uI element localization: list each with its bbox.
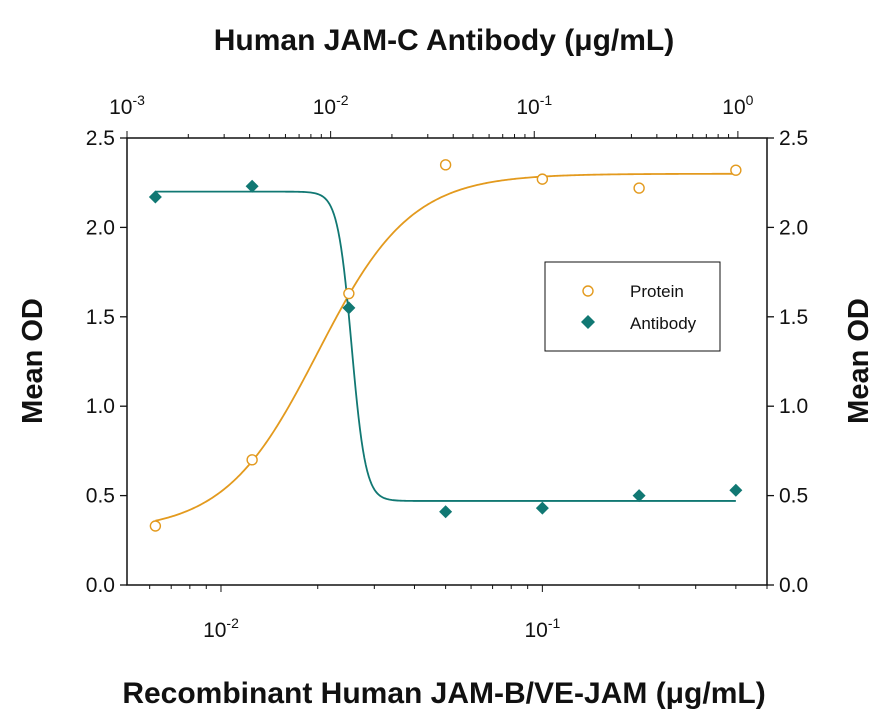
right-y-tick-label: 2.0 — [779, 216, 808, 239]
plot-frame — [126, 137, 768, 586]
right-y-tick-label: 0.5 — [779, 485, 808, 508]
left-y-tick-label: 1.5 — [86, 306, 115, 329]
left-y-tick-label: 1.0 — [86, 395, 115, 418]
right-y-tick-label: 1.0 — [779, 395, 808, 418]
antibody-data-point — [245, 179, 259, 193]
antibody-data-point — [535, 501, 549, 515]
protein-data-point — [633, 182, 645, 194]
right-y-axis-title: Mean OD — [843, 298, 875, 424]
bottom-x-tick-label: 10-1 — [524, 615, 560, 642]
left-y-axis-title: Mean OD — [17, 298, 49, 424]
legend: Protein Antibody — [544, 261, 721, 352]
protein-data-point — [246, 454, 258, 466]
legend-antibody-marker — [581, 315, 595, 329]
legend-protein-marker — [582, 285, 594, 297]
top-x-tick-label: 10-3 — [109, 92, 145, 119]
protein-data-point — [439, 159, 452, 171]
antibody-data-point — [632, 489, 646, 503]
protein-data-point — [343, 287, 355, 300]
protein-data-point — [730, 164, 742, 176]
top-x-tick-label: 10-1 — [516, 92, 552, 119]
legend-protein-label: Protein — [630, 282, 684, 301]
legend-antibody-label: Antibody — [630, 314, 697, 333]
protein-data-point — [536, 173, 549, 185]
top-x-tick-label: 10-2 — [313, 92, 349, 119]
right-y-tick-label: 0.0 — [779, 574, 808, 597]
antibody-data-point — [439, 505, 453, 519]
legend-box — [544, 261, 721, 352]
bottom-axis-title: Recombinant Human JAM-B/VE-JAM (μg/mL) — [122, 677, 765, 710]
top-x-tick-label: 100 — [722, 92, 753, 119]
left-y-tick-label: 2.0 — [86, 216, 115, 239]
antibody-data-point — [148, 190, 162, 204]
top-axis-title: Human JAM-C Antibody (μg/mL) — [214, 24, 675, 57]
bottom-x-tick-label: 10-2 — [203, 615, 239, 642]
right-y-tick-label: 1.5 — [779, 306, 808, 329]
left-y-tick-label: 0.0 — [86, 574, 115, 597]
left-y-tick-label: 0.5 — [86, 485, 115, 508]
protein-data-point — [149, 520, 162, 532]
left-y-tick-label: 2.5 — [86, 127, 115, 150]
antibody-data-point — [342, 301, 356, 315]
right-y-tick-label: 2.5 — [779, 127, 808, 150]
antibody-data-point — [729, 483, 743, 497]
